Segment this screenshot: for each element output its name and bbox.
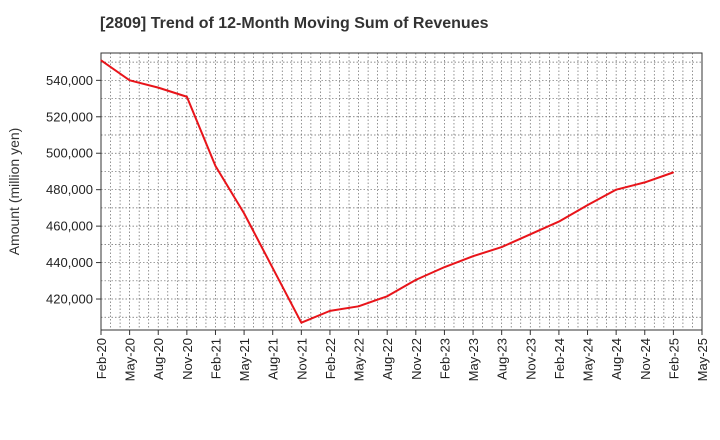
x-tick-label: Nov-21	[294, 338, 309, 380]
data-point	[329, 310, 331, 312]
y-tick-label: 540,000	[46, 73, 93, 88]
x-tick-label: Aug-24	[609, 338, 624, 380]
x-tick-label: May-20	[123, 338, 138, 381]
series-layer	[100, 59, 674, 324]
x-tick-label: Aug-22	[380, 338, 395, 380]
x-tick-label: Feb-23	[437, 338, 452, 379]
x-tick-label: Aug-20	[151, 338, 166, 380]
data-point	[615, 189, 617, 191]
data-point	[214, 165, 217, 167]
x-tick-label: Feb-25	[666, 338, 681, 379]
x-tick-label: May-24	[581, 338, 596, 381]
x-axis: Feb-20 May-20 Aug-20 Nov-20 Feb-21 May-21 Aug-…	[94, 330, 710, 381]
y-axis-label: Amount (million yen)	[6, 128, 22, 256]
data-point	[586, 204, 589, 206]
x-tick-label: Nov-24	[638, 338, 653, 380]
x-tick-label: May-21	[237, 338, 252, 381]
y-tick-label: 440,000	[46, 255, 93, 270]
x-tick-label: Feb-22	[323, 338, 338, 379]
data-point	[100, 59, 102, 61]
data-point	[272, 267, 274, 269]
data-point	[472, 255, 474, 257]
x-tick-label: May-23	[466, 338, 481, 381]
y-tick-label: 480,000	[46, 182, 93, 197]
data-point	[443, 266, 446, 268]
data-point	[157, 87, 159, 89]
data-point	[386, 295, 388, 297]
x-tick-label: Feb-21	[208, 338, 223, 379]
x-tick-label: Nov-23	[523, 338, 538, 380]
x-tick-label: Feb-24	[552, 338, 567, 379]
x-tick-label: May-25	[695, 338, 710, 381]
plot-frame	[100, 52, 703, 331]
data-point	[644, 181, 646, 183]
x-tick-label: Nov-22	[409, 338, 424, 380]
y-tick-label: 420,000	[46, 292, 93, 307]
x-tick-label: Aug-21	[266, 338, 281, 380]
y-axis: 420,000 440,000 460,000 480,000 500,000 520,0…	[46, 73, 101, 307]
data-point	[672, 171, 674, 173]
data-point	[529, 233, 531, 235]
x-tick-label: Nov-20	[180, 338, 195, 380]
chart-title: [2809] Trend of 12-Month Moving Sum of R…	[100, 15, 489, 32]
y-tick-label: 520,000	[46, 109, 93, 124]
x-tick-label: Feb-20	[94, 338, 109, 379]
data-point	[243, 212, 245, 214]
data-point	[415, 279, 417, 281]
data-point	[129, 79, 131, 81]
y-tick-label: 460,000	[46, 219, 93, 234]
y-tick-label: 500,000	[46, 146, 93, 161]
data-point	[300, 322, 302, 324]
data-point	[558, 220, 560, 223]
x-tick-label: Aug-23	[495, 338, 510, 380]
data-point	[501, 246, 503, 248]
x-tick-label: May-22	[352, 338, 367, 381]
data-point	[186, 96, 188, 98]
data-point	[357, 305, 360, 307]
